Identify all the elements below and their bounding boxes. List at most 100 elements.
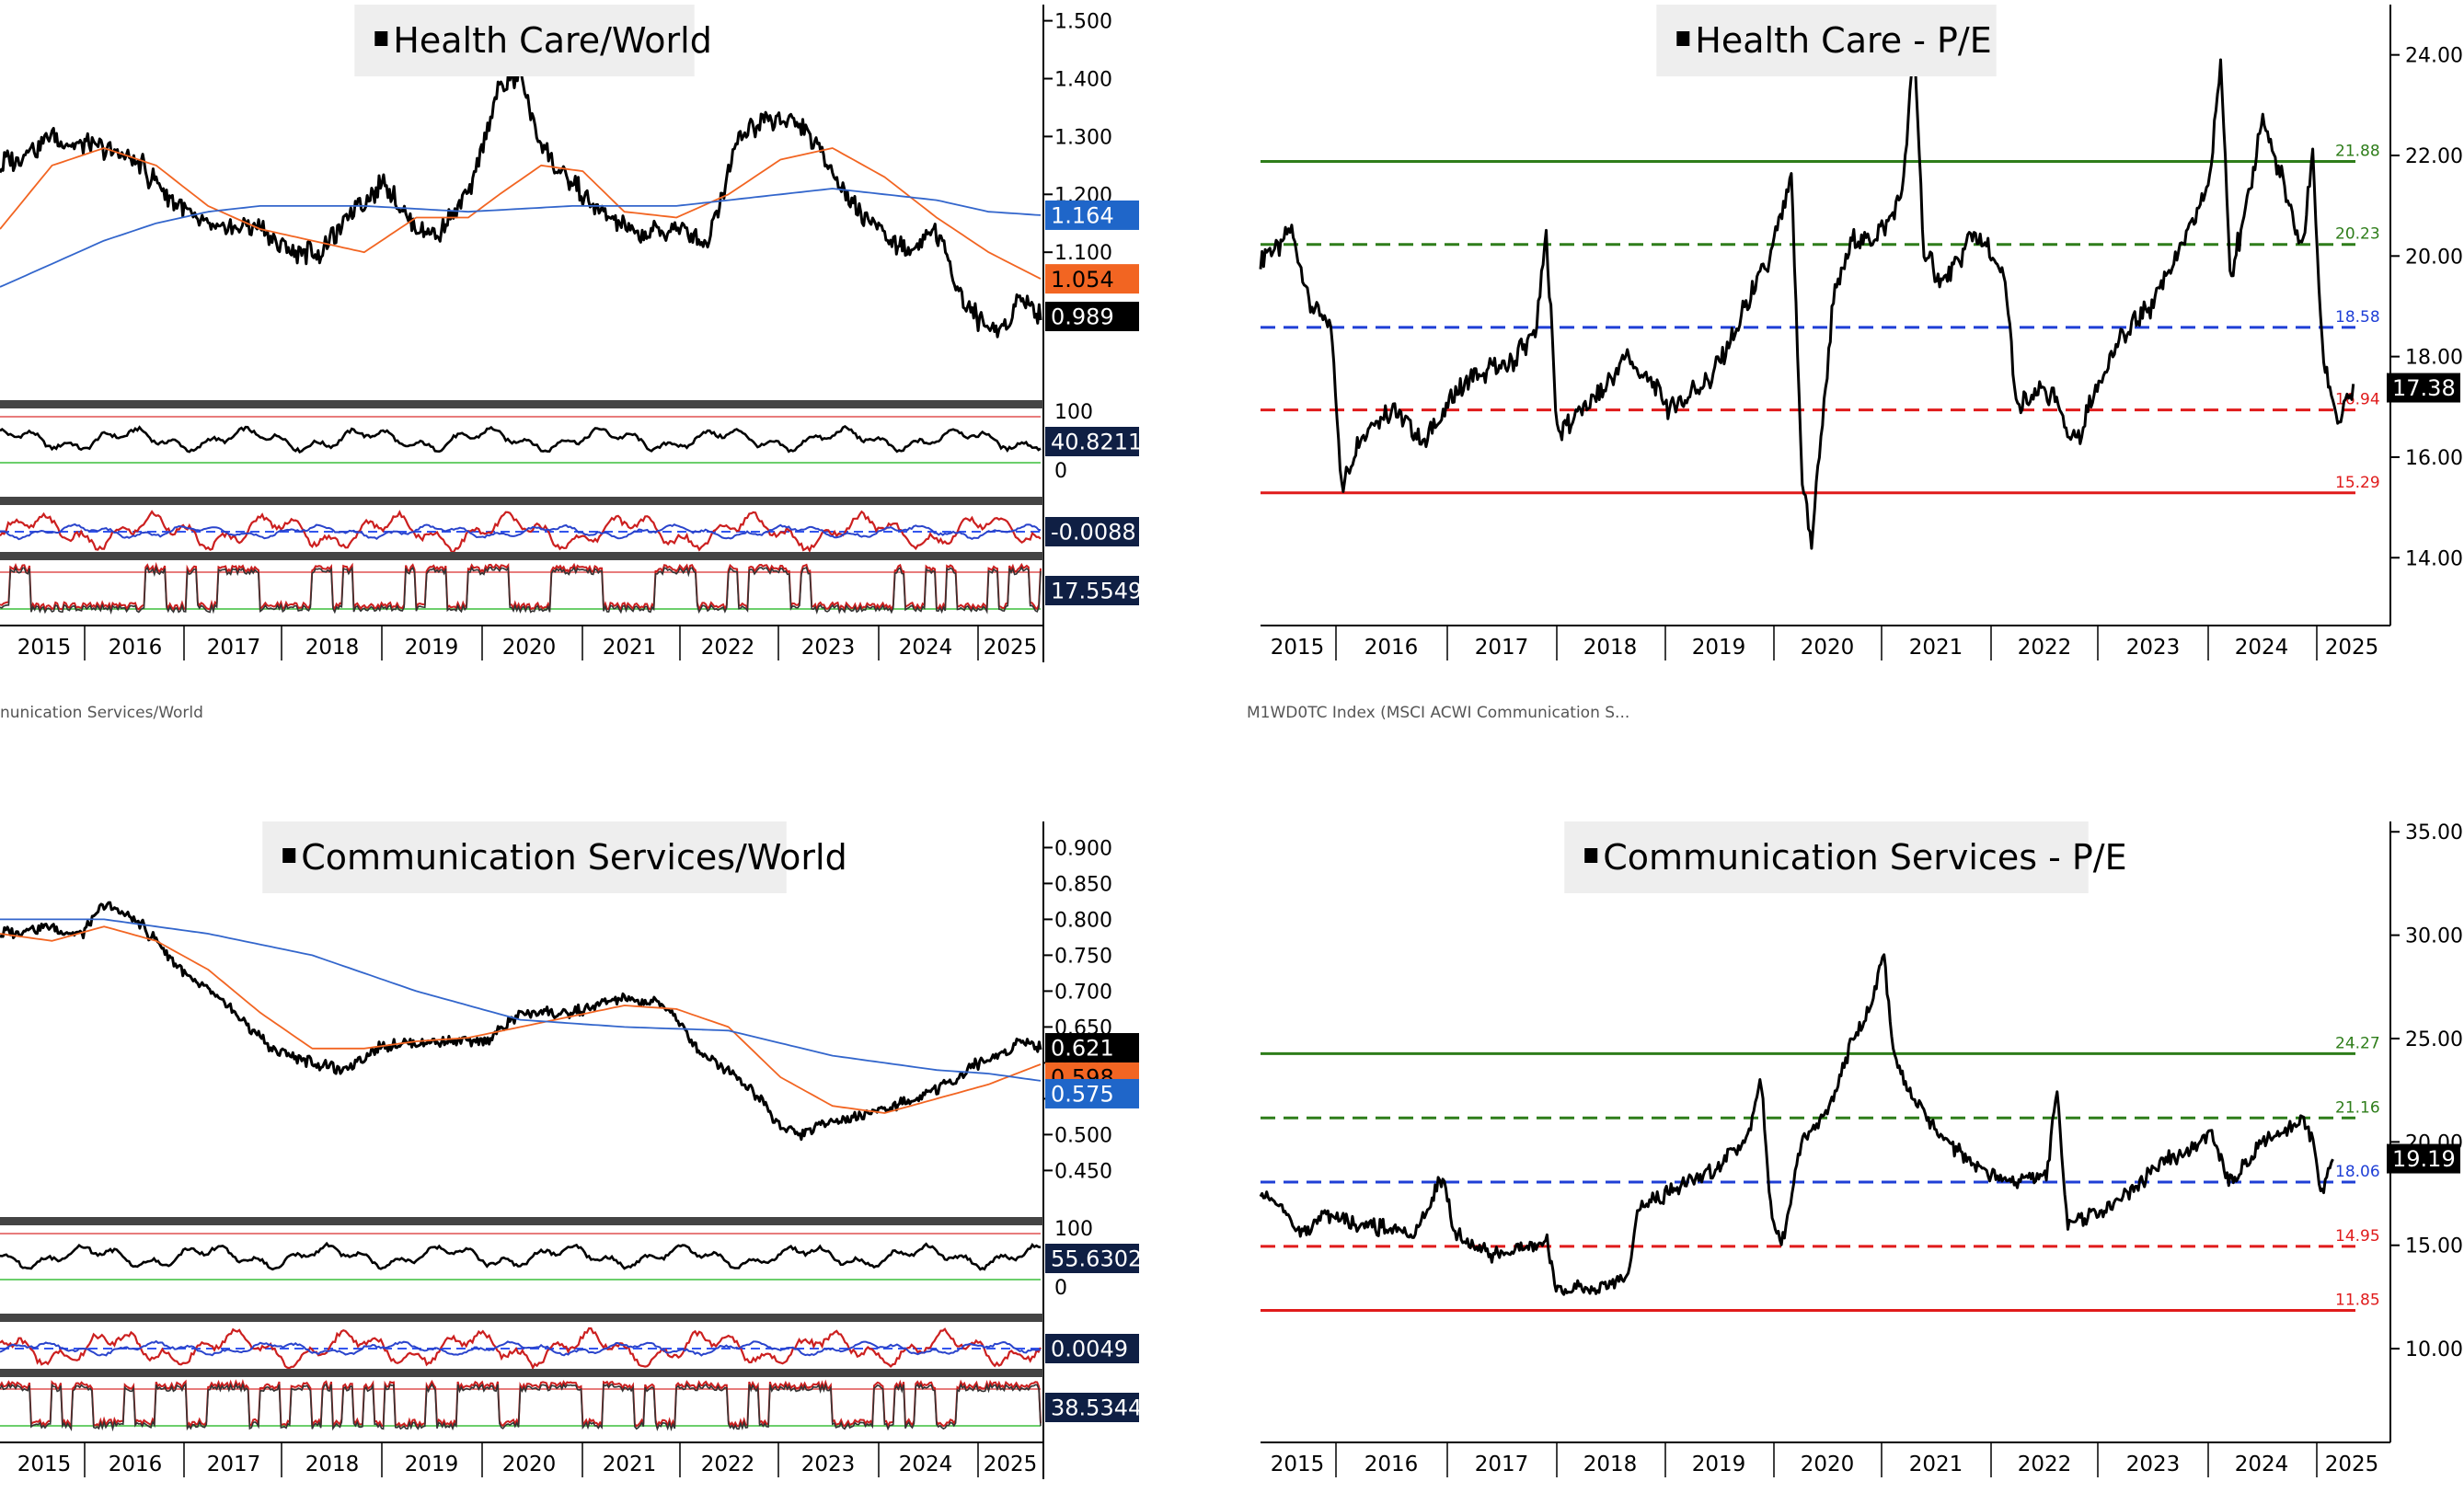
cs-pe-level-label: 24.27 [2335,1034,2380,1052]
cs-pe-year-label: 2015 [1271,1453,1325,1476]
cs-world-stoch-slow [0,1379,1042,1430]
separator-left-title: nunication Services/World [0,704,203,722]
hc-world-subpanel-value-box [1045,517,1139,546]
hc-pe-level-label: 21.88 [2335,143,2380,161]
cs-world-year-label: 2016 [109,1453,163,1476]
hc-world-stoch-fast [0,565,1042,615]
hc-world-ytick-label: 1.100 [1054,242,1112,265]
hc-world-year-label: 2020 [502,636,557,660]
cs-pe-ytick-label: 35.00 [2405,821,2463,844]
hc-pe-year-label: 2020 [1801,636,1855,660]
cs-pe-ytick-label: 25.00 [2405,1028,2463,1051]
cs-world-value-label-text: 0.575 [1051,1082,1114,1108]
cs-pe-year-label: 2021 [1909,1453,1963,1476]
hc-pe-ytick-label: 16.00 [2405,447,2463,470]
cs-world-year-label: 2024 [899,1453,953,1476]
cs-world-ytick-label: 0.500 [1054,1124,1112,1147]
cs-world-macd-line [0,1326,1042,1371]
cs-world-ytick-label: 0.750 [1054,945,1112,968]
hc-world-year-label: 2023 [801,636,856,660]
hc-world-macd-line [0,510,1042,554]
cs-world-subpanel-separator [0,1369,1043,1377]
hc-pe-year-label: 2023 [2126,636,2181,660]
hc-world-value-label-box [1045,302,1139,332]
hc-world-year-label: 2021 [603,636,657,660]
hc-world-rsi-tick: 100 [1054,401,1093,424]
hc-pe-year-label: 2021 [1909,636,1963,660]
hc-pe-year-label: 2024 [2235,636,2289,660]
hc-world-subpanel-value-text: 17.5549 [1051,579,1142,604]
hc-pe-year-label: 2019 [1692,636,1746,660]
cs-world-year-label: 2021 [603,1453,657,1476]
cs-world-subpanel-value-text: 55.6302 [1051,1246,1142,1272]
cs-pe-level-label: 21.16 [2335,1098,2380,1117]
hc-world-rsi-tick: 0 [1054,460,1067,483]
cs-pe-year-label: 2019 [1692,1453,1746,1476]
hc-pe-series-pe [1259,48,2355,550]
cs-world-subpanel-value-box [1045,1244,1139,1273]
cs-world-title-marker [282,848,296,863]
cs-world-title: Communication Services/World [301,837,847,878]
cs-pe-ytick-label: 15.00 [2405,1235,2463,1258]
cs-world-year-label: 2025 [984,1453,1038,1476]
hc-pe-level-label: 20.23 [2335,225,2380,244]
cs-world-rsi-tick: 100 [1054,1218,1093,1241]
hc-pe-title: Health Care - P/E [1695,20,1991,61]
cs-world-series-ma-short [0,925,1042,1114]
hc-world-ytick-label: 1.400 [1054,68,1112,91]
hc-pe-year-label: 2015 [1271,636,1325,660]
hc-world-series-price [0,66,1042,339]
hc-world-year-label: 2018 [305,636,360,660]
hc-pe-year-label: 2022 [2018,636,2072,660]
hc-world-value-label-text: 1.164 [1051,203,1114,229]
cs-world-subpanel-separator [0,1217,1043,1225]
hc-world-series-ma-long [0,188,1042,288]
hc-world-subpanel-separator [0,552,1043,560]
hc-world-subpanel-value-text: 40.8211 [1051,430,1142,455]
cs-world-value-label-box [1045,1033,1139,1063]
cs-world-year-label: 2018 [305,1453,360,1476]
hc-world-year-label: 2025 [984,636,1038,660]
hc-pe-ytick-label: 20.00 [2405,246,2463,269]
cs-pe-title-box [1564,821,2089,893]
hc-world-year-label: 2024 [899,636,953,660]
cs-pe-year-label: 2018 [1583,1453,1638,1476]
hc-pe-year-label: 2018 [1583,636,1638,660]
hc-world-year-label: 2022 [701,636,755,660]
cs-world-year-label: 2022 [701,1453,755,1476]
cs-pe-level-label: 11.85 [2335,1292,2380,1310]
hc-world-subpanel-value-box [1045,427,1139,456]
cs-world-rsi-tick: 0 [1054,1277,1067,1300]
hc-pe-title-marker [1676,31,1690,46]
cs-pe-year-label: 2024 [2235,1453,2289,1476]
cs-world-ytick-label: 0.850 [1054,873,1112,896]
cs-pe-title-marker [1584,848,1598,863]
cs-world-ytick-label: 0.700 [1054,981,1112,1004]
cs-world-year-label: 2023 [801,1453,856,1476]
cs-world-year-label: 2020 [502,1453,557,1476]
cs-pe-value-label-box [2387,1143,2460,1174]
cs-pe-year-label: 2025 [2325,1453,2379,1476]
hc-pe-year-label: 2017 [1475,636,1529,660]
cs-world-year-label: 2019 [405,1453,459,1476]
hc-pe-ytick-label: 24.00 [2405,45,2463,68]
cs-world-value-label-text: 0.621 [1051,1036,1114,1062]
cs-world-ytick-label: 0.450 [1054,1160,1112,1183]
cs-world-ytick-label: 0.800 [1054,909,1112,932]
cs-pe-year-label: 2022 [2018,1453,2072,1476]
hc-pe-level-label: 18.58 [2335,308,2380,327]
separator-right-title: M1WD0TC Index (MSCI ACWI Communication S… [1247,704,1630,722]
hc-world-title: Health Care/World [393,20,712,61]
hc-world-title-marker [374,31,388,46]
hc-world-value-label-text: 0.989 [1051,304,1114,330]
hc-pe-panel: 24.00 22.00 20.00 18.00 16.00 14.00 21.88 20.23… [1259,5,2463,660]
cs-pe-value-label-text: 19.19 [2392,1146,2456,1172]
hc-world-subpanel-separator [0,497,1043,505]
hc-world-value-label-text: 1.054 [1051,267,1114,293]
hc-world-year-label: 2017 [207,636,261,660]
cs-pe-panel: 35.0030.0025.0020.0015.0010.0024.2721.16… [1259,821,2463,1477]
hc-pe-ytick-label: 14.00 [2405,547,2463,570]
cs-pe-year-label: 2020 [1801,1453,1855,1476]
hc-world-title-box [354,5,695,76]
